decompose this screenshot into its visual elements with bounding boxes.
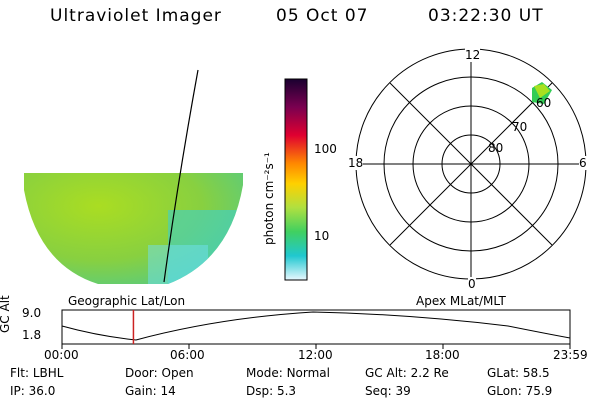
param-seq: Seq: 39 bbox=[365, 384, 411, 398]
mlt-label-6: 6 bbox=[579, 156, 587, 170]
geographic-panel-label: Geographic Lat/Lon bbox=[68, 294, 186, 308]
color-scale-bar bbox=[284, 78, 308, 281]
colorbar-unit-label: photon cm⁻²s⁻¹ bbox=[262, 152, 276, 245]
date-label: 05 Oct 07 bbox=[276, 6, 369, 26]
altitude-axis-label: GC Alt bbox=[0, 295, 12, 333]
time-label: 03:22:30 UT bbox=[428, 6, 544, 26]
time-tick-0000: 00:00 bbox=[44, 348, 79, 362]
orbit-track-line bbox=[163, 69, 199, 283]
time-tick-1800: 18:00 bbox=[425, 348, 460, 362]
altitude-tick-low: 1.8 bbox=[22, 328, 42, 342]
lat-label-80: 80 bbox=[488, 141, 504, 155]
lat-label-70: 70 bbox=[512, 120, 528, 134]
colorbar-tick-10: 10 bbox=[314, 229, 330, 243]
mlt-label-18: 18 bbox=[348, 156, 364, 170]
param-gain: Gain: 14 bbox=[125, 384, 176, 398]
mlt-label-0: 0 bbox=[468, 277, 476, 291]
param-gc-alt: GC Alt: 2.2 Re bbox=[365, 366, 449, 380]
colorbar-tick-100: 100 bbox=[314, 142, 337, 156]
param-ip: IP: 36.0 bbox=[10, 384, 56, 398]
apex-panel-label: Apex MLat/MLT bbox=[416, 294, 506, 308]
mlt-label-12: 12 bbox=[465, 48, 481, 62]
param-glon: GLon: 75.9 bbox=[487, 384, 553, 398]
polar-plot bbox=[355, 48, 587, 280]
lat-label-60: 60 bbox=[536, 96, 552, 110]
time-tick-2359: 23:59 bbox=[553, 348, 588, 362]
geographic-image bbox=[24, 69, 243, 284]
altitude-tick-high: 9.0 bbox=[22, 306, 42, 320]
param-glat: GLat: 58.5 bbox=[487, 366, 550, 380]
param-flt: Flt: LBHL bbox=[10, 366, 64, 380]
time-tick-1200: 12:00 bbox=[298, 348, 333, 362]
altitude-curve bbox=[61, 311, 571, 341]
param-door: Door: Open bbox=[125, 366, 194, 380]
param-mode: Mode: Normal bbox=[246, 366, 330, 380]
time-tick-0600: 06:00 bbox=[170, 348, 205, 362]
instrument-title: Ultraviolet Imager bbox=[50, 6, 222, 26]
param-dsp: Dsp: 5.3 bbox=[246, 384, 297, 398]
altitude-strip bbox=[61, 309, 571, 349]
